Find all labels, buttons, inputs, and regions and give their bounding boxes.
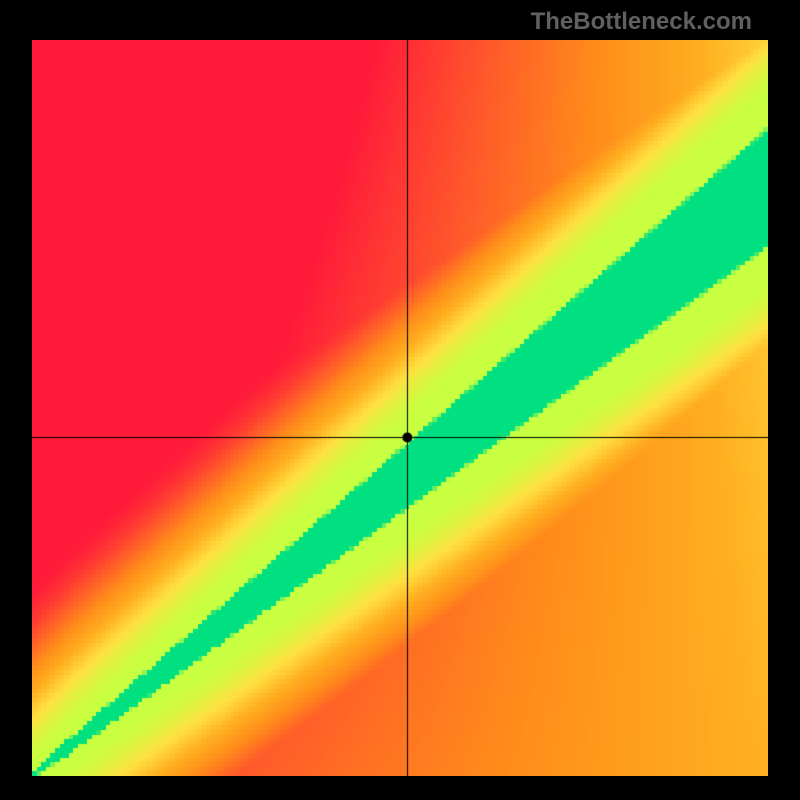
bottleneck-heatmap [32,40,768,776]
watermark-text: TheBottleneck.com [531,8,752,36]
chart-container: TheBottleneck.com [0,0,800,800]
